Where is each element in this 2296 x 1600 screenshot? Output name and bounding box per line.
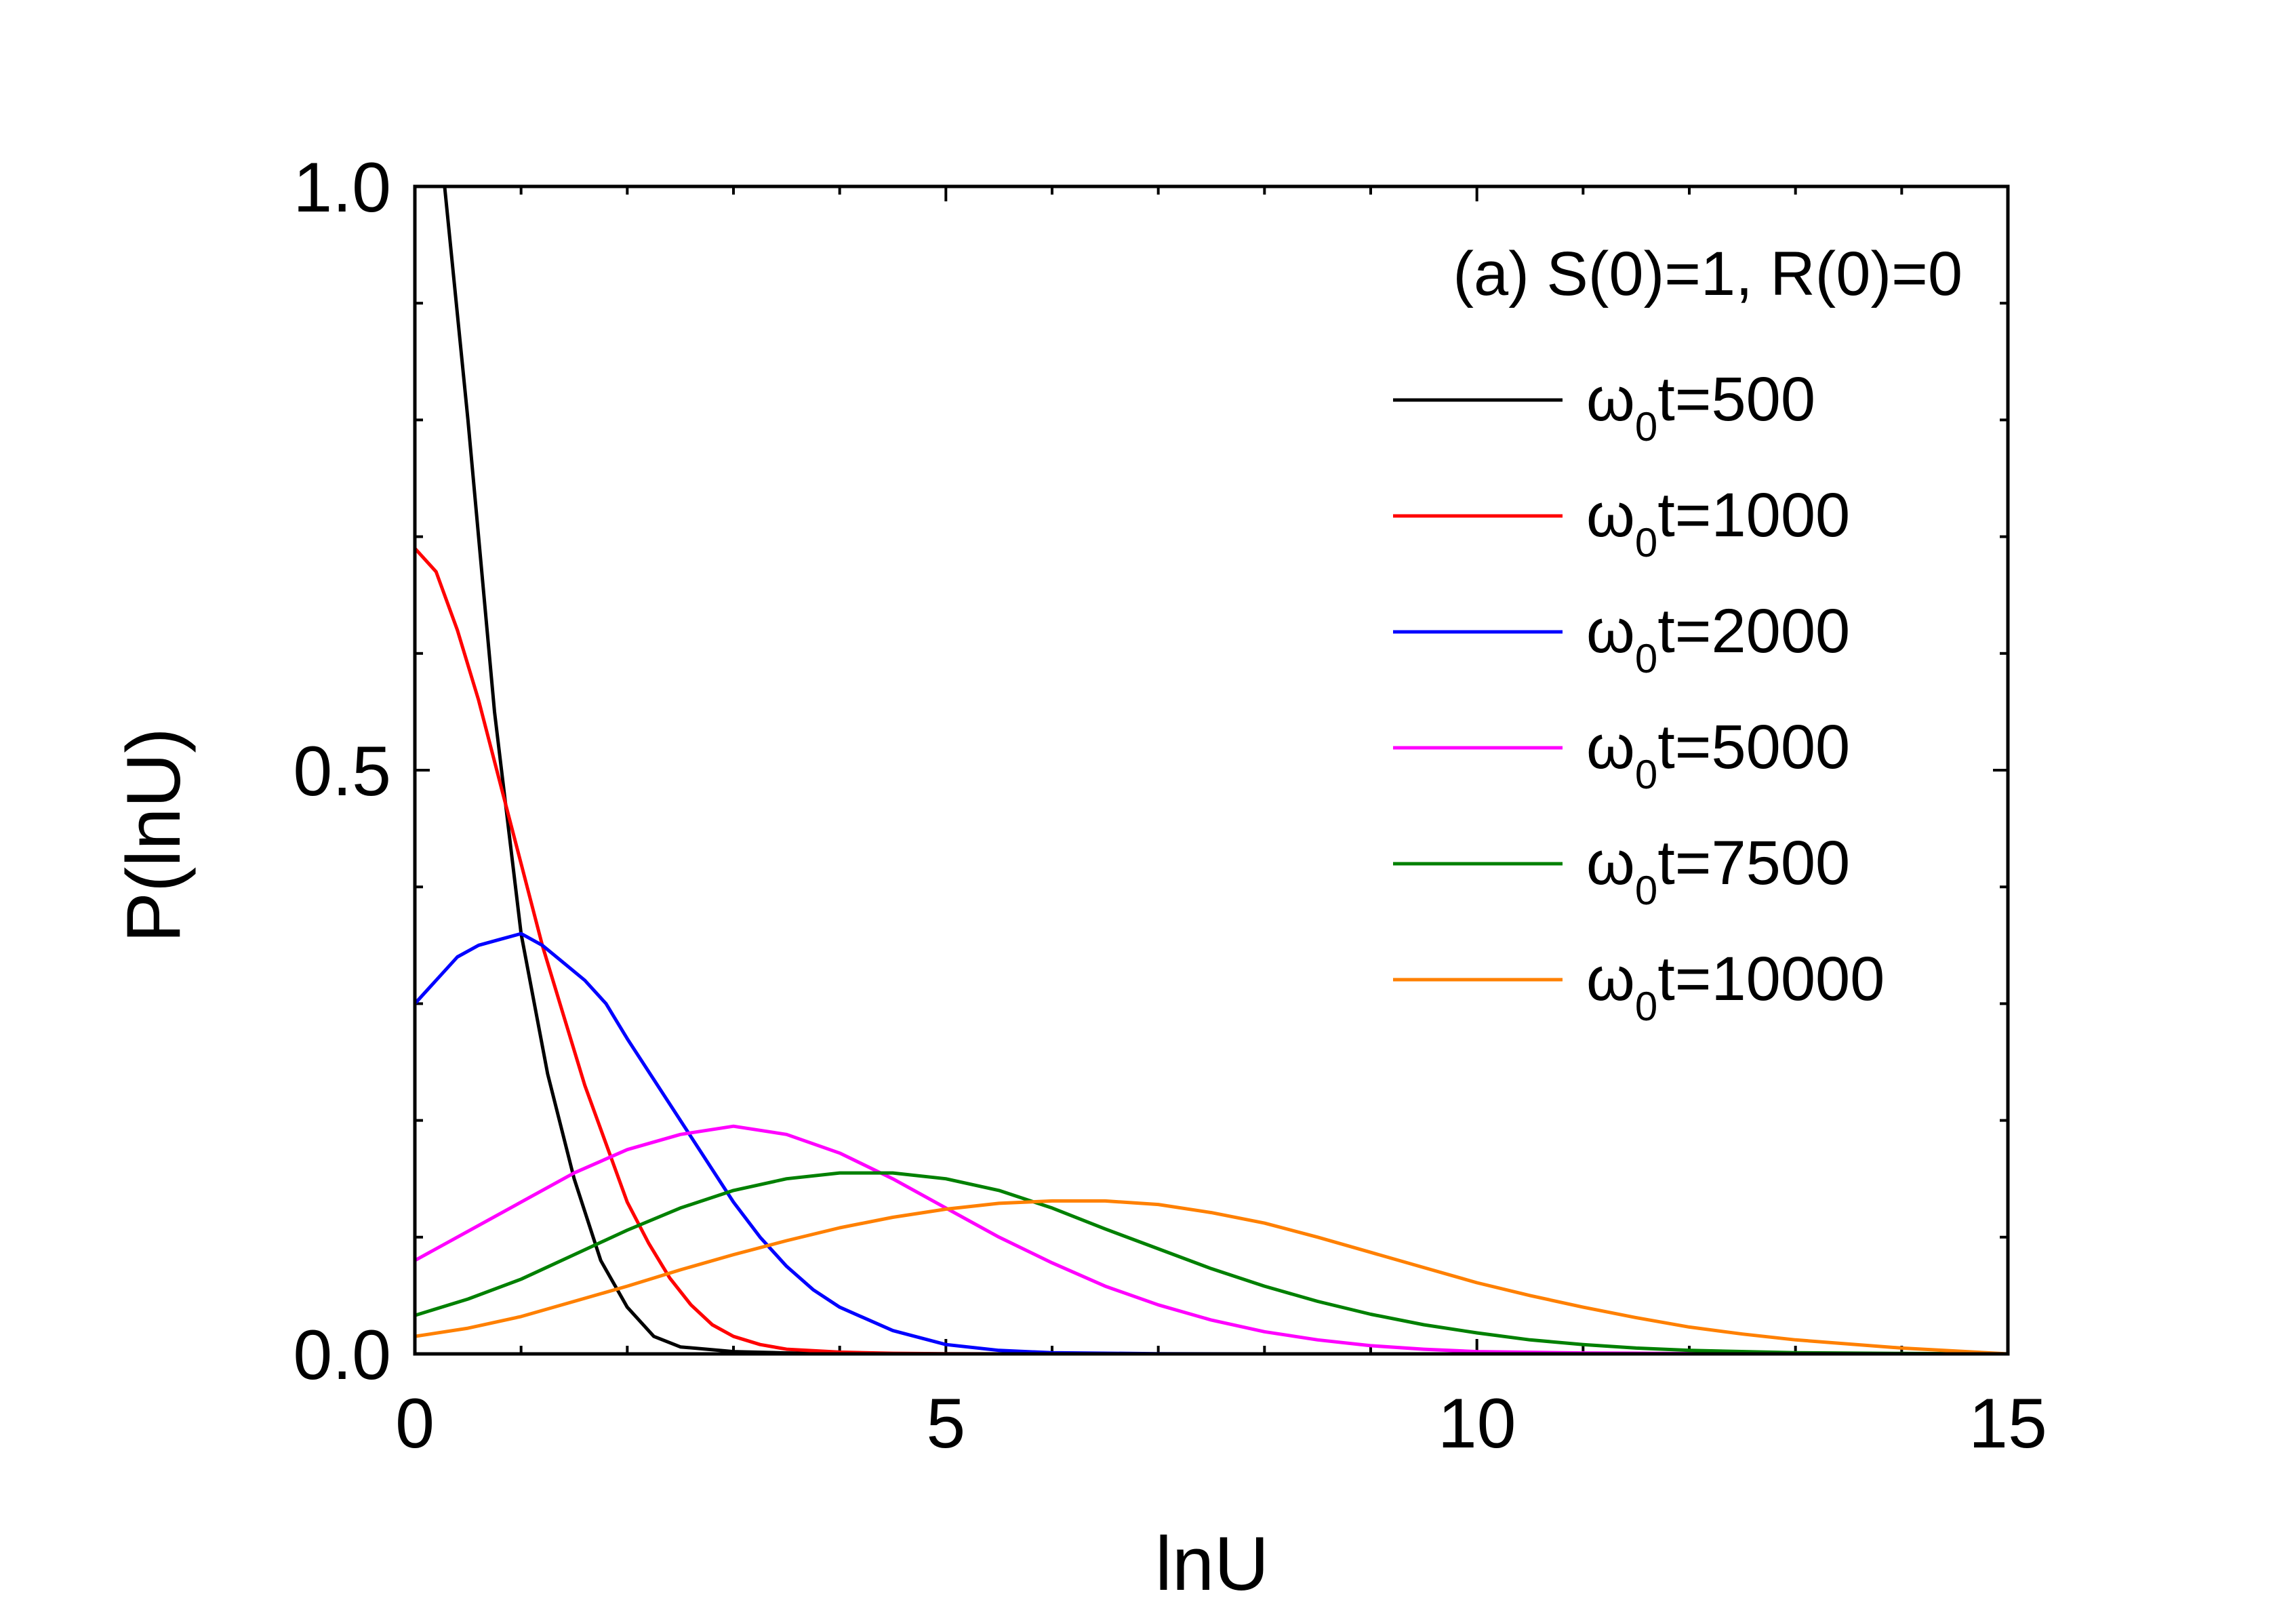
y-tick-label: 0.0: [293, 1316, 391, 1395]
legend-label-5: ω0t=10000: [1586, 944, 1885, 1029]
series-line-3: [415, 1124, 2008, 1354]
legend-label-4: ω0t=7500: [1586, 828, 1850, 913]
y-axis-title: P(lnU): [111, 727, 196, 942]
legend-label-1: ω0t=1000: [1586, 481, 1850, 565]
x-tick-label: 10: [1438, 1384, 1516, 1463]
x-axis-title: lnU: [1155, 1521, 1269, 1600]
legend-label-3: ω0t=5000: [1586, 713, 1850, 797]
legend-label-2: ω0t=2000: [1586, 597, 1850, 681]
annotation-text: (a) S(0)=1, R(0)=0: [1453, 239, 1962, 308]
y-tick-label: 1.0: [293, 148, 391, 227]
x-tick-label: 5: [926, 1384, 965, 1463]
plot-frame: [413, 184, 2010, 1356]
series-line-0: [443, 186, 2008, 1354]
y-tick-label: 0.5: [293, 732, 391, 811]
legend: ω0t=500 ω0t=1000 ω0t=2000 ω0t=5000 ω0t=7500 ω…: [1393, 365, 1885, 1029]
legend-label-0: ω0t=500: [1586, 365, 1815, 449]
series-line-4: [415, 1171, 2008, 1354]
x-tick-label: 0: [395, 1384, 435, 1463]
x-tick-label: 15: [1969, 1384, 2047, 1463]
labels-layer: 0 5 10 15 0.0 0.5 1.0: [293, 148, 2047, 1463]
series-line-5: [415, 1199, 2008, 1354]
